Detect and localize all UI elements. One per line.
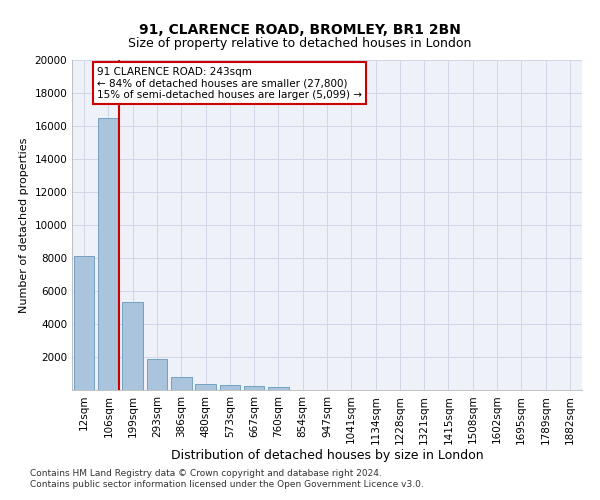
Text: Size of property relative to detached houses in London: Size of property relative to detached ho… <box>128 38 472 51</box>
Text: Contains public sector information licensed under the Open Government Licence v3: Contains public sector information licen… <box>30 480 424 489</box>
Y-axis label: Number of detached properties: Number of detached properties <box>19 138 29 312</box>
Bar <box>220 386 240 390</box>
Text: 91 CLARENCE ROAD: 243sqm
← 84% of detached houses are smaller (27,800)
15% of se: 91 CLARENCE ROAD: 243sqm ← 84% of detach… <box>97 66 362 100</box>
X-axis label: Distribution of detached houses by size in London: Distribution of detached houses by size … <box>170 449 484 462</box>
Bar <box>244 386 265 390</box>
Bar <box>98 118 119 390</box>
Text: 91, CLARENCE ROAD, BROMLEY, BR1 2BN: 91, CLARENCE ROAD, BROMLEY, BR1 2BN <box>139 22 461 36</box>
Bar <box>171 377 191 390</box>
Text: Contains HM Land Registry data © Crown copyright and database right 2024.: Contains HM Land Registry data © Crown c… <box>30 468 382 477</box>
Bar <box>195 384 216 390</box>
Bar <box>122 302 143 390</box>
Bar <box>146 360 167 390</box>
Bar <box>74 256 94 390</box>
Bar <box>268 386 289 390</box>
